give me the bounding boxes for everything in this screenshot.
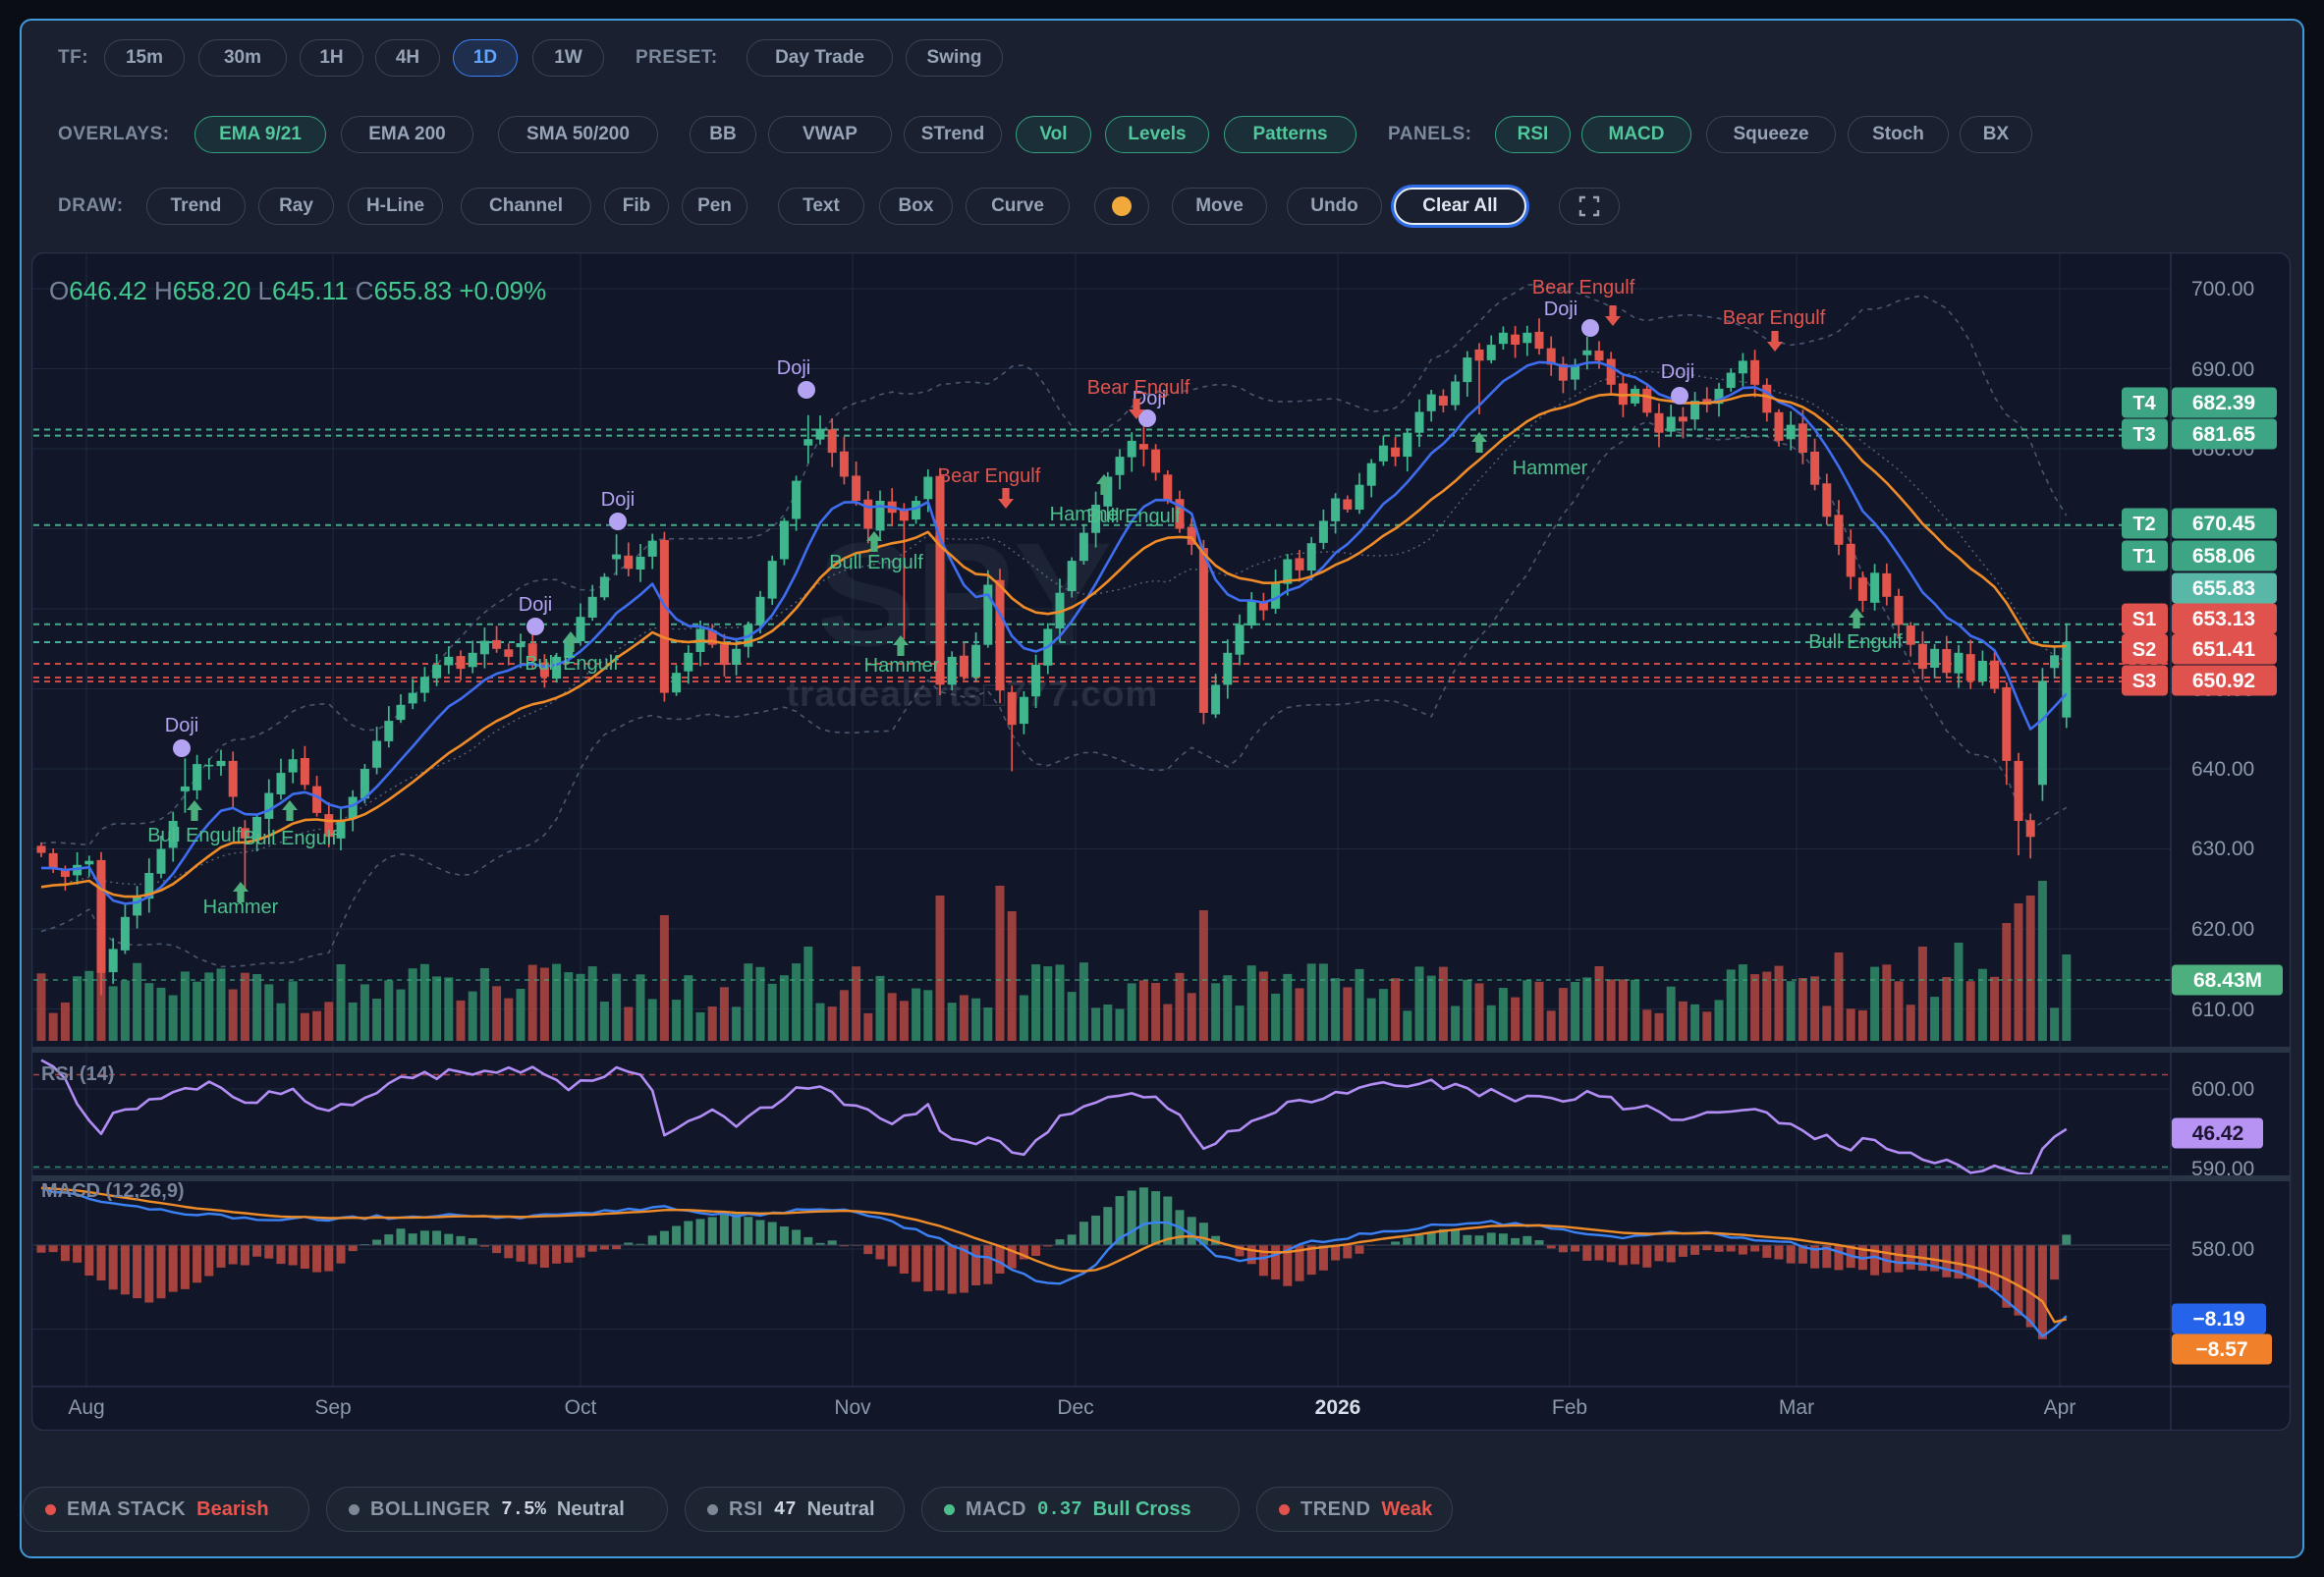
svg-text:Bull Engulf: Bull Engulf <box>829 552 923 573</box>
svg-text:Mar: Mar <box>1779 1396 1814 1419</box>
svg-text:68.43M: 68.43M <box>2193 969 2262 992</box>
svg-text:MACD (12,26,9): MACD (12,26,9) <box>41 1180 185 1202</box>
svg-text:S2: S2 <box>2132 639 2156 661</box>
svg-text:650.92: 650.92 <box>2192 670 2255 692</box>
svg-text:46.42: 46.42 <box>2192 1122 2244 1145</box>
svg-text:Doji: Doji <box>1661 361 1694 383</box>
svg-text:620.00: 620.00 <box>2191 918 2254 941</box>
svg-text:700.00: 700.00 <box>2191 278 2254 300</box>
svg-text:580.00: 580.00 <box>2191 1238 2254 1261</box>
svg-text:T3: T3 <box>2132 424 2155 446</box>
svg-text:590.00: 590.00 <box>2191 1158 2254 1180</box>
svg-text:Sep: Sep <box>314 1396 351 1419</box>
svg-text:tradealerts□777.com: tradealerts□777.com <box>787 674 1159 714</box>
svg-text:670.45: 670.45 <box>2192 513 2256 535</box>
svg-text:600.00: 600.00 <box>2191 1078 2254 1101</box>
svg-text:Doji: Doji <box>777 357 810 379</box>
svg-text:651.41: 651.41 <box>2192 638 2256 661</box>
svg-text:O646.42 H658.20 L645.11 C655.8: O646.42 H658.20 L645.11 C655.83 +0.09% <box>49 276 546 305</box>
svg-text:Doji: Doji <box>519 594 552 616</box>
svg-text:Oct: Oct <box>565 1396 597 1419</box>
svg-text:Doji: Doji <box>1133 388 1166 409</box>
svg-text:Bear Engulf: Bear Engulf <box>1087 377 1190 399</box>
svg-text:610.00: 610.00 <box>2191 999 2254 1021</box>
svg-text:Bull Engulf: Bull Engulf <box>1808 631 1903 653</box>
svg-text:S1: S1 <box>2132 609 2156 630</box>
svg-text:T2: T2 <box>2132 514 2155 535</box>
svg-text:T4: T4 <box>2132 393 2156 414</box>
svg-text:Doji: Doji <box>601 489 635 511</box>
svg-text:Nov: Nov <box>834 1396 871 1419</box>
svg-text:Hammer: Hammer <box>1050 504 1126 525</box>
svg-text:682.39: 682.39 <box>2192 392 2255 414</box>
svg-text:Doji: Doji <box>1544 299 1577 320</box>
svg-text:Bear Engulf: Bear Engulf <box>1723 307 1826 329</box>
svg-text:Bull Engulf: Bull Engulf <box>147 825 242 846</box>
svg-text:630.00: 630.00 <box>2191 838 2254 860</box>
svg-text:T1: T1 <box>2132 546 2155 568</box>
svg-text:655.83: 655.83 <box>2192 577 2255 600</box>
svg-text:Doji: Doji <box>165 715 198 736</box>
svg-text:S3: S3 <box>2132 671 2156 692</box>
svg-text:Hammer: Hammer <box>864 655 940 677</box>
svg-text:658.06: 658.06 <box>2192 545 2255 568</box>
svg-text:−8.57: −8.57 <box>2195 1338 2247 1361</box>
svg-text:690.00: 690.00 <box>2191 358 2254 381</box>
svg-text:−8.19: −8.19 <box>2192 1308 2244 1331</box>
svg-text:Aug: Aug <box>68 1396 104 1419</box>
svg-text:Bull Engulf: Bull Engulf <box>243 828 337 849</box>
svg-text:Apr: Apr <box>2044 1396 2076 1419</box>
svg-text:653.13: 653.13 <box>2192 608 2255 630</box>
svg-text:Hammer: Hammer <box>1513 458 1588 479</box>
svg-text:RSI (14): RSI (14) <box>41 1063 114 1085</box>
svg-text:Feb: Feb <box>1552 1396 1587 1419</box>
svg-text:Bear Engulf: Bear Engulf <box>1532 277 1635 299</box>
svg-text:Bull Engulf: Bull Engulf <box>525 653 619 675</box>
svg-text:640.00: 640.00 <box>2191 758 2254 781</box>
svg-text:Bull Engulf: Bull Engulf <box>1086 506 1181 527</box>
svg-text:Bear Engulf: Bear Engulf <box>938 465 1041 487</box>
svg-text:681.65: 681.65 <box>2192 423 2256 446</box>
svg-text:Hammer: Hammer <box>203 897 279 918</box>
svg-text:2026: 2026 <box>1315 1396 1361 1419</box>
svg-text:Dec: Dec <box>1057 1396 1093 1419</box>
